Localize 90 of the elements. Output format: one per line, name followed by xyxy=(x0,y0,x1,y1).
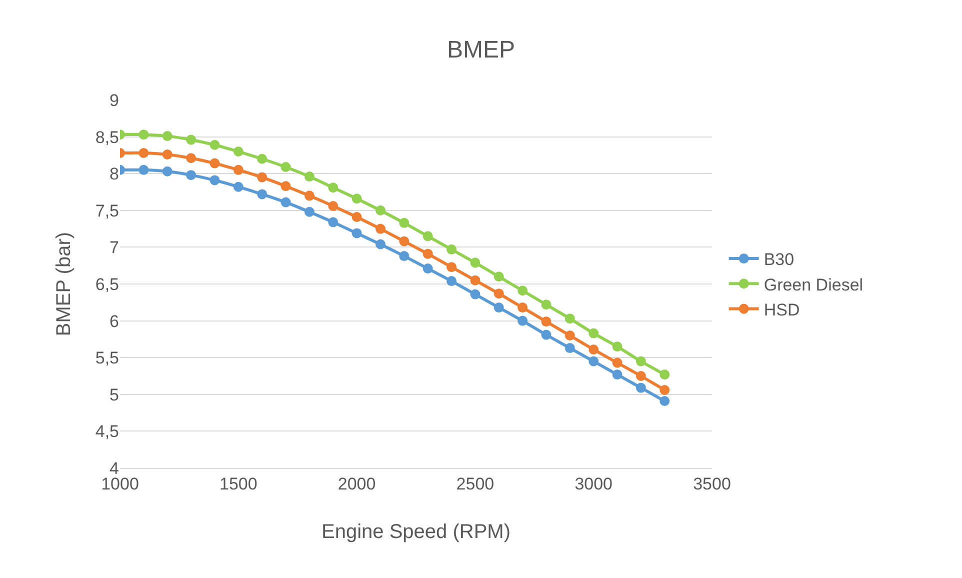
point xyxy=(280,181,291,192)
point xyxy=(494,288,504,299)
point xyxy=(612,358,622,368)
point xyxy=(186,134,196,145)
point xyxy=(352,228,362,238)
point xyxy=(233,164,244,175)
y-axis-title: BMEP (bar) xyxy=(53,232,75,336)
y-tick-label: 7 xyxy=(110,238,119,258)
point xyxy=(636,371,646,381)
point xyxy=(422,248,433,259)
point xyxy=(328,217,338,228)
point xyxy=(636,356,646,366)
point xyxy=(210,158,220,168)
point xyxy=(257,172,268,182)
point xyxy=(446,244,457,254)
point xyxy=(399,251,410,262)
point xyxy=(612,370,622,380)
point xyxy=(564,343,575,354)
point xyxy=(660,396,670,406)
point xyxy=(446,276,457,286)
x-tick-label: 3000 xyxy=(574,474,613,494)
point xyxy=(186,170,196,180)
y-tick-label: 6 xyxy=(110,312,119,331)
point xyxy=(233,182,244,192)
point xyxy=(375,205,386,216)
point xyxy=(138,130,149,140)
point xyxy=(399,236,410,246)
point xyxy=(541,330,552,340)
point xyxy=(660,370,670,380)
y-tick-label: 4,5 xyxy=(95,422,119,442)
point xyxy=(422,231,433,242)
point xyxy=(470,275,480,286)
point xyxy=(162,166,172,176)
x-tick-label: 2000 xyxy=(338,474,376,494)
point xyxy=(162,131,172,142)
point xyxy=(518,316,528,326)
point xyxy=(494,302,504,313)
y-tick-label: 5,5 xyxy=(95,348,119,368)
point xyxy=(588,328,599,338)
point xyxy=(162,149,172,160)
point xyxy=(352,212,362,222)
point xyxy=(541,316,552,327)
point xyxy=(470,258,480,268)
point xyxy=(328,200,338,211)
point xyxy=(399,218,410,228)
y-tick-label: 9 xyxy=(110,90,119,110)
point xyxy=(446,262,457,272)
point xyxy=(494,272,504,282)
y-tick-label: 6,5 xyxy=(95,274,119,294)
legend-label: HSD xyxy=(764,300,800,320)
y-tick-label: 5 xyxy=(110,385,119,404)
point xyxy=(564,314,575,324)
point xyxy=(518,302,528,313)
point xyxy=(375,224,386,234)
point xyxy=(257,154,268,164)
point xyxy=(375,239,386,250)
point xyxy=(328,182,338,193)
x-axis-title: Engine Speed (RPM) xyxy=(322,521,510,543)
point xyxy=(304,206,314,217)
y-tick-label: 8,5 xyxy=(95,128,119,147)
point xyxy=(138,164,149,175)
point xyxy=(518,286,528,296)
chart-title: BMEP xyxy=(446,36,516,64)
y-tick-label: 8 xyxy=(110,164,119,184)
point xyxy=(304,190,314,201)
legend-label: Green Diesel xyxy=(764,275,864,294)
point xyxy=(541,300,552,310)
point xyxy=(138,148,149,158)
point xyxy=(660,384,670,395)
point xyxy=(588,356,599,366)
point xyxy=(422,264,433,274)
point xyxy=(470,289,480,300)
point xyxy=(588,344,599,354)
point xyxy=(257,189,268,200)
point xyxy=(233,146,244,157)
x-tick-label: 3500 xyxy=(693,474,731,494)
point xyxy=(352,194,362,204)
point xyxy=(210,175,220,186)
point xyxy=(280,162,291,172)
point xyxy=(186,153,196,164)
x-tick-label: 2500 xyxy=(456,474,494,494)
legend-label: B30 xyxy=(764,250,794,270)
point xyxy=(612,342,622,352)
point xyxy=(280,197,291,208)
point xyxy=(564,330,575,341)
point xyxy=(636,382,646,393)
x-tick-label: 1500 xyxy=(219,474,258,494)
point xyxy=(304,172,314,182)
point xyxy=(210,140,220,150)
y-tick-label: 7,5 xyxy=(95,201,119,220)
